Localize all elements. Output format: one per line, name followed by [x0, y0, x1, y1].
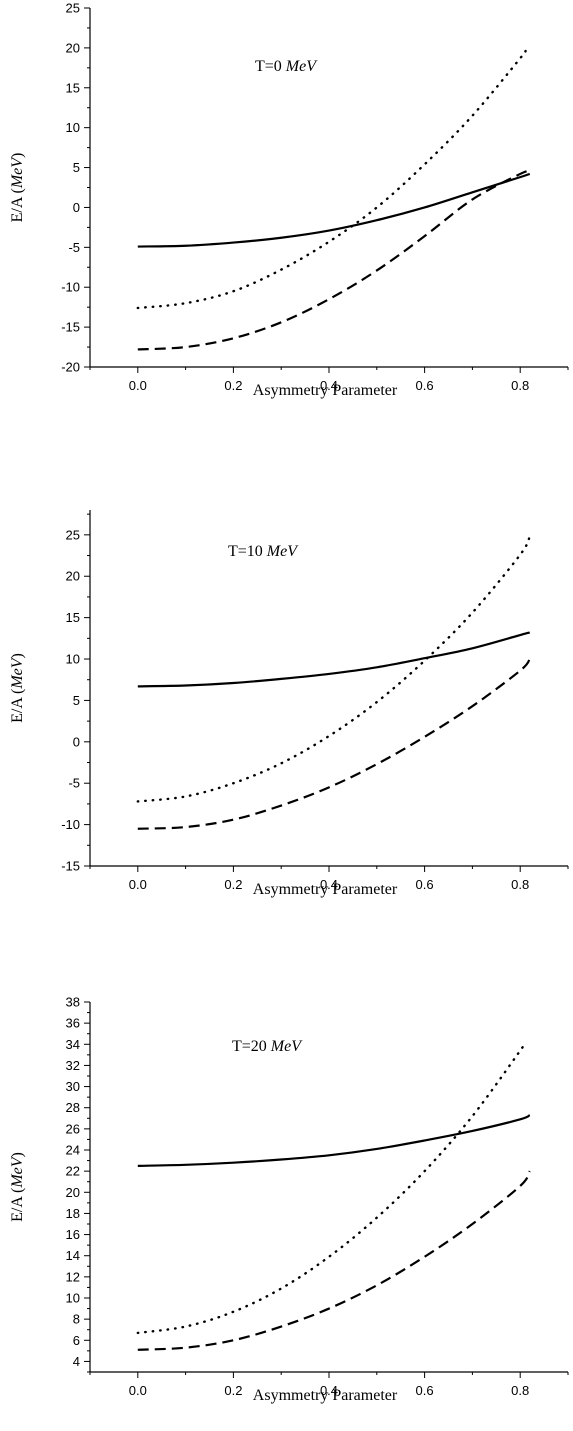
- series-dotted-line: [138, 536, 530, 801]
- y-tick-label: 8: [73, 1312, 80, 1327]
- y-tick-label: 34: [66, 1037, 80, 1052]
- x-tick-label: 0.2: [224, 378, 242, 393]
- y-tick-label: 15: [66, 80, 80, 95]
- x-tick-label: 0.8: [511, 378, 529, 393]
- x-tick-label: 0.0: [129, 378, 147, 393]
- x-axis-title: Asymmetry Parameter: [253, 382, 398, 399]
- y-tick-label: 14: [66, 1248, 80, 1263]
- y-axis-title: E/A (MeV): [9, 153, 26, 223]
- y-tick-label: 5: [73, 160, 80, 175]
- y-tick-label: 5: [73, 693, 80, 708]
- y-tick-label: 36: [66, 1016, 80, 1031]
- series-dotted-line: [138, 51, 526, 308]
- series-dashed-line: [138, 171, 530, 349]
- x-tick-label: 0.0: [129, 877, 147, 892]
- y-axis-title: E/A (MeV): [9, 653, 26, 723]
- y-tick-label: 28: [66, 1100, 80, 1115]
- y-tick-label: -10: [61, 817, 80, 832]
- y-tick-label: -15: [61, 859, 80, 874]
- y-tick-label: 25: [66, 527, 80, 542]
- y-tick-label: 0: [73, 200, 80, 215]
- x-axis-title: Asymmetry Parameter: [253, 881, 398, 898]
- x-tick-label: 0.0: [129, 1383, 147, 1398]
- x-tick-label: 0.2: [224, 877, 242, 892]
- y-tick-label: 6: [73, 1333, 80, 1348]
- x-tick-label: 0.8: [511, 877, 529, 892]
- y-tick-label: 20: [66, 569, 80, 584]
- x-tick-label: 0.8: [511, 1383, 529, 1398]
- temperature-annotation: T=0 MeV: [255, 58, 318, 75]
- x-tick-label: 0.6: [416, 877, 434, 892]
- y-tick-label: 24: [66, 1143, 80, 1158]
- y-tick-label: 25: [66, 1, 80, 16]
- x-axis-title: Asymmetry Parameter: [253, 1387, 398, 1404]
- y-tick-label: 10: [66, 652, 80, 667]
- series-solid-line: [138, 174, 530, 247]
- y-tick-label: -5: [68, 240, 80, 255]
- y-tick-label: 10: [66, 1291, 80, 1306]
- y-tick-label: 22: [66, 1164, 80, 1179]
- chart-panel-3: 0.0 0.2 0.4 0.6 0.84681012141618202224262830…: [9, 995, 568, 1405]
- series-solid-line: [138, 1115, 530, 1166]
- chart-panel-1: 0.0 0.2 0.4 0.6 0.8-20-15-10-50510152025Asym…: [9, 1, 568, 400]
- y-tick-label: 18: [66, 1206, 80, 1221]
- y-tick-label: 20: [66, 1185, 80, 1200]
- y-tick-label: 32: [66, 1058, 80, 1073]
- x-tick-label: 0.6: [416, 378, 434, 393]
- series-dotted-line: [138, 1042, 526, 1333]
- y-tick-label: -15: [61, 320, 80, 335]
- y-tick-label: 12: [66, 1269, 80, 1284]
- temperature-annotation: T=20 MeV: [232, 1038, 303, 1055]
- series-solid-line: [138, 633, 530, 687]
- temperature-annotation: T=10 MeV: [228, 543, 299, 560]
- y-tick-label: 16: [66, 1227, 80, 1242]
- y-tick-label: 20: [66, 40, 80, 55]
- y-tick-label: 30: [66, 1079, 80, 1094]
- y-tick-label: 38: [66, 995, 80, 1010]
- y-tick-label: -20: [61, 360, 80, 375]
- y-tick-label: -5: [68, 776, 80, 791]
- y-tick-label: 26: [66, 1121, 80, 1136]
- y-tick-label: 4: [73, 1354, 80, 1369]
- x-tick-label: 0.6: [416, 1383, 434, 1398]
- y-axis-title: E/A (MeV): [9, 1152, 26, 1222]
- x-tick-label: 0.2: [224, 1383, 242, 1398]
- chart-panel-2: 0.0 0.2 0.4 0.6 0.8-15-10-50510152025Asymmet…: [9, 510, 568, 898]
- y-tick-label: 0: [73, 734, 80, 749]
- y-tick-label: 10: [66, 120, 80, 135]
- y-tick-label: -10: [61, 280, 80, 295]
- y-tick-label: 15: [66, 610, 80, 625]
